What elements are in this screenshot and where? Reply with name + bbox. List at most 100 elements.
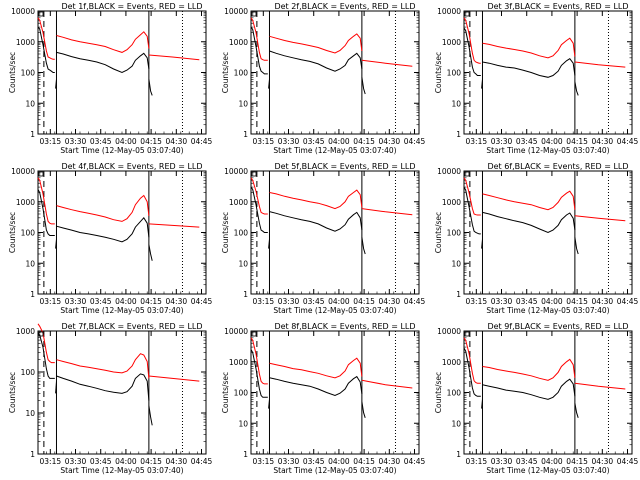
x-tick-label: 04:30 [166, 297, 188, 306]
y-tick-label: 1000 [229, 38, 248, 47]
y-axis-label: Counts/sec [434, 212, 443, 253]
y-tick-label: 100 [234, 69, 249, 78]
x-tick-label: 04:15 [140, 137, 162, 146]
detector-panel-3: 11010010001000003:15 03:30 03:45 04:00 04:15… [434, 2, 639, 155]
detector-panel-1: 11010010001000003:15 03:30 03:45 04:00 04:15… [8, 2, 213, 155]
x-axis-label: Start Time (12-May-05 03:07:40) [486, 466, 609, 475]
x-tick-label: 03:45 [90, 457, 112, 466]
y-tick-label: 10 [451, 259, 461, 268]
x-tick-label: 03:30 [278, 457, 300, 466]
panel-title: Det 1f,BLACK = Events, RED = LLD [61, 2, 202, 11]
y-tick-label: 1000 [442, 198, 461, 207]
y-tick-label: 1000 [16, 38, 35, 47]
y-tick-label: 100 [447, 69, 462, 78]
x-tick-label: 04:00 [541, 457, 563, 466]
plot-frame [38, 331, 206, 454]
x-tick-label: 04:45 [404, 297, 426, 306]
events-series-line [270, 377, 362, 396]
plot-frame [251, 331, 419, 454]
lld-series-line [483, 38, 575, 58]
x-tick-label: 04:30 [592, 457, 614, 466]
x-tick-label: 04:15 [566, 457, 588, 466]
x-tick-label: 04:15 [140, 297, 162, 306]
y-tick-label: 1000 [442, 38, 461, 47]
x-axis-label: Start Time (12-May-05 03:07:40) [273, 306, 396, 315]
x-tick-label: 03:45 [516, 137, 538, 146]
y-tick-label: 10000 [437, 327, 461, 336]
detector-panel-6: 11010010001000003:15 03:30 03:45 04:00 04:15… [434, 162, 639, 315]
x-tick-label: 03:15 [40, 137, 62, 146]
x-axis-label: Start Time (12-May-05 03:07:40) [60, 306, 183, 315]
y-tick-label: 100 [21, 69, 36, 78]
panel-title: Det 3f,BLACK = Events, RED = LLD [487, 2, 628, 11]
events-series-line [483, 59, 575, 78]
y-tick-label: 10000 [11, 167, 35, 176]
y-tick-label: 1000 [229, 198, 248, 207]
y-tick-label: 10000 [437, 167, 461, 176]
lld-series-line [575, 216, 625, 221]
lld-series-line [149, 224, 199, 227]
y-tick-label: 100 [234, 229, 249, 238]
x-tick-label: 04:45 [191, 457, 213, 466]
x-tick-label: 03:30 [65, 297, 87, 306]
x-tick-label: 03:45 [90, 297, 112, 306]
y-tick-label: 1000 [229, 358, 248, 367]
events-series-line [483, 212, 575, 232]
events-series-line [270, 212, 362, 232]
events-series-line [149, 79, 152, 95]
x-tick-label: 04:00 [115, 457, 137, 466]
x-tick-label: 03:30 [491, 137, 513, 146]
x-tick-label: 04:00 [115, 137, 137, 146]
y-tick-label: 10 [451, 419, 461, 428]
lld-series-line [57, 354, 149, 379]
x-tick-label: 03:15 [253, 457, 275, 466]
panel-title: Det 8f,BLACK = Events, RED = LLD [274, 322, 415, 331]
x-axis-label: Start Time (12-May-05 03:07:40) [486, 146, 609, 155]
x-tick-label: 03:30 [65, 457, 87, 466]
x-axis-label: Start Time (12-May-05 03:07:40) [486, 306, 609, 315]
events-series-line [575, 82, 578, 96]
x-tick-label: 04:15 [566, 297, 588, 306]
x-tick-label: 04:15 [353, 457, 375, 466]
lld-series-line [362, 209, 412, 215]
x-tick-label: 03:15 [40, 457, 62, 466]
x-tick-label: 04:45 [404, 457, 426, 466]
y-tick-label: 100 [21, 229, 36, 238]
panel-title: Det 4f,BLACK = Events, RED = LLD [61, 162, 202, 171]
events-series-line [149, 245, 152, 261]
x-tick-label: 03:30 [278, 137, 300, 146]
y-tick-label: 1 [30, 130, 35, 139]
events-series-line [270, 51, 362, 71]
x-tick-label: 03:30 [491, 297, 513, 306]
y-axis-label: Counts/sec [8, 212, 17, 253]
x-tick-label: 04:45 [191, 137, 213, 146]
lld-series-line [251, 338, 268, 384]
x-tick-label: 04:15 [353, 297, 375, 306]
x-tick-label: 04:45 [617, 137, 639, 146]
y-axis-label: Counts/sec [434, 372, 443, 413]
y-tick-label: 1 [30, 290, 35, 299]
lld-series-line [270, 190, 362, 209]
y-tick-label: 10 [451, 99, 461, 108]
events-series-line [251, 187, 268, 232]
y-tick-label: 10000 [224, 327, 248, 336]
plot-frame [38, 171, 206, 294]
lld-series-line [483, 191, 575, 210]
x-tick-label: 03:45 [303, 297, 325, 306]
panel-title: Det 2f,BLACK = Events, RED = LLD [274, 2, 415, 11]
events-series-line [57, 218, 149, 242]
lld-series-line [251, 178, 268, 214]
detector-panel-9: 1 10 100 1000 10000 03:15 03:30 03:45 04:00 04:15… [434, 322, 639, 475]
x-tick-label: 03:45 [303, 457, 325, 466]
y-tick-label: 10000 [224, 167, 248, 176]
x-tick-label: 04:15 [140, 457, 162, 466]
x-tick-label: 03:45 [516, 297, 538, 306]
y-tick-label: 100 [447, 229, 462, 238]
y-tick-label: 100 [21, 368, 36, 377]
detector-panel-5: 11010010001000003:15 03:30 03:45 04:00 04:15… [221, 162, 426, 315]
x-tick-label: 04:30 [379, 137, 401, 146]
y-axis-label: Counts/sec [221, 52, 230, 93]
y-tick-label: 10000 [11, 7, 35, 16]
y-axis-label: Counts/sec [221, 212, 230, 253]
events-series-line [464, 187, 481, 234]
